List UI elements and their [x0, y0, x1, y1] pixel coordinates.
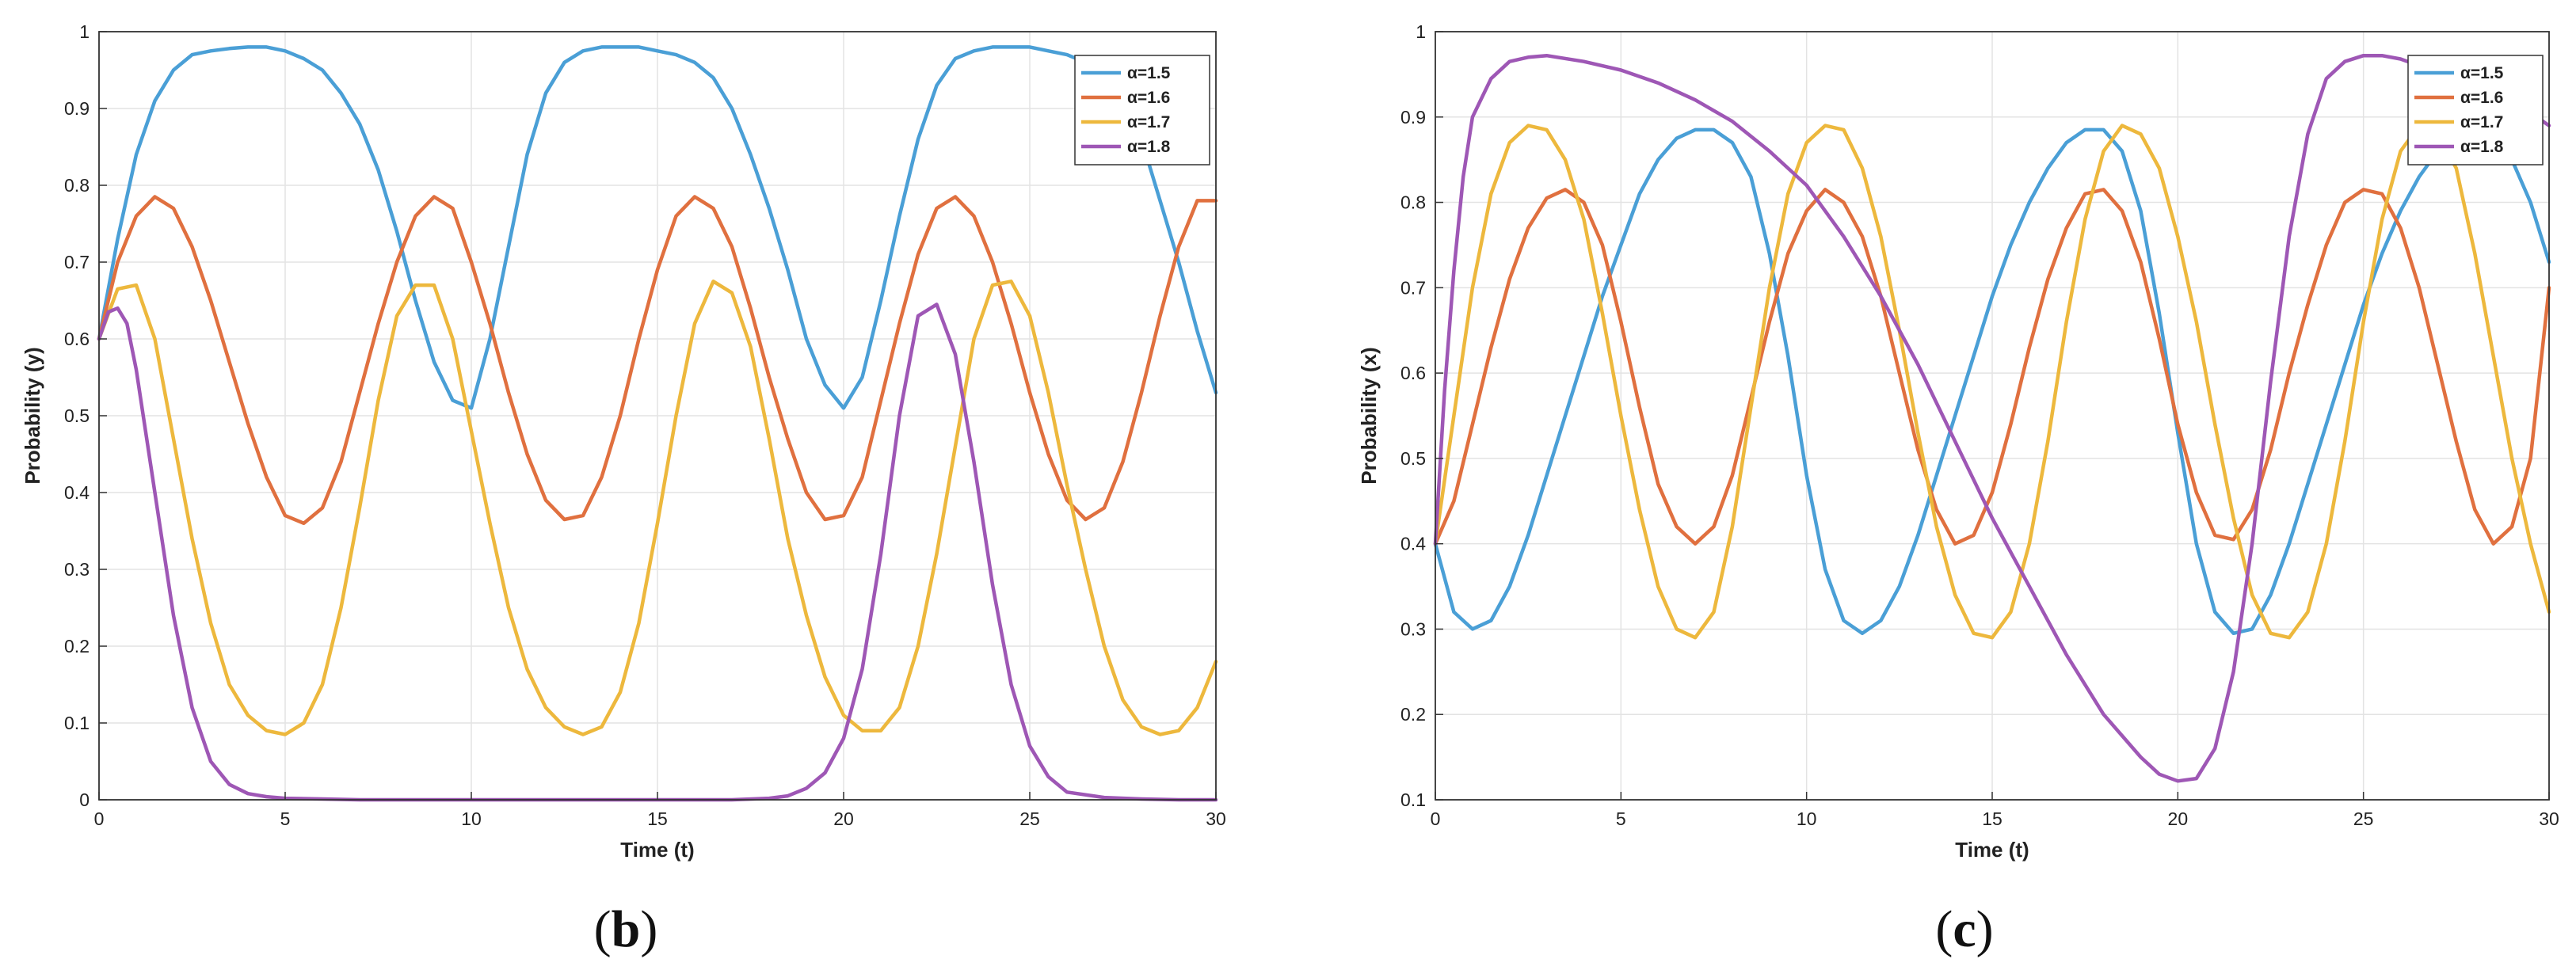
series-line-2: [1433, 188, 2551, 546]
x-tick-label: 15: [1982, 808, 2002, 829]
legend-label: α=1.7: [2460, 113, 2503, 131]
x-tick-label: 10: [1797, 808, 1817, 829]
legend-label: α=1.7: [1127, 113, 1170, 131]
y-tick-label: 0.6: [64, 329, 90, 349]
y-tick-label: 1: [79, 21, 90, 42]
panel-label: (c): [1935, 900, 1993, 958]
x-tick-label: 25: [2353, 808, 2374, 829]
legend-label: α=1.5: [1127, 64, 1171, 82]
legend: α=1.5 α=1.6 α=1.7 α=1.8: [2407, 55, 2544, 166]
series-line-1: [97, 45, 1218, 410]
y-tick-label: 0.3: [64, 559, 90, 580]
x-tick-label: 5: [1616, 808, 1626, 829]
series-line-4: [1433, 53, 2551, 783]
legend-label: α=1.6: [2460, 89, 2503, 107]
series-line-1: [1433, 127, 2551, 636]
x-axis-label: Time (t): [1955, 838, 2029, 862]
y-tick-label: 0.3: [1400, 618, 1426, 639]
chart-panel-b: 0 5 10 15 20 25 30 0 0.1 0.2 0.3 0.4 0.5 0.6 0.7 0.8 0.9…: [21, 21, 1226, 958]
series-line-3: [1433, 124, 2551, 640]
y-tick-label: 0.4: [64, 482, 90, 503]
x-tick-label: 20: [2168, 808, 2189, 829]
y-tick-label: 0.9: [64, 98, 90, 119]
y-tick-label: 1: [1416, 21, 1426, 42]
y-tick-label: 0.8: [64, 175, 90, 196]
x-tick-label: 0: [1431, 808, 1441, 829]
series-line-3: [97, 280, 1218, 736]
x-tick-label: 10: [461, 808, 482, 829]
y-tick-label: 0.5: [64, 405, 90, 426]
y-axis-label: Probability (y): [21, 347, 44, 484]
y-tick-label: 0.2: [64, 636, 90, 656]
y-tick-label: 0.2: [1400, 704, 1426, 725]
y-axis-label: Probability (x): [1357, 347, 1381, 484]
legend: α=1.5 α=1.6 α=1.7 α=1.8: [1074, 55, 1210, 166]
x-tick-label: 20: [833, 808, 854, 829]
y-tick-label: 0.7: [1400, 277, 1426, 298]
y-tick-label: 0.5: [1400, 448, 1426, 469]
x-tick-label: 0: [94, 808, 105, 829]
x-tick-label: 30: [1206, 808, 1226, 829]
x-tick-label: 5: [280, 808, 291, 829]
legend-label: α=1.5: [2460, 64, 2504, 82]
x-tick-label: 30: [2539, 808, 2559, 829]
y-tick-label: 0.4: [1400, 534, 1426, 554]
y-tick-label: 0.8: [1400, 192, 1426, 213]
legend-label: α=1.6: [1127, 89, 1170, 107]
legend-label: α=1.8: [2460, 138, 2504, 156]
x-tick-label: 15: [647, 808, 668, 829]
x-axis-label: Time (t): [620, 838, 694, 862]
y-tick-label: 0.1: [64, 713, 90, 733]
x-tick-label: 25: [1019, 808, 1040, 829]
series-line-2: [97, 195, 1218, 526]
y-tick-label: 0.7: [64, 252, 90, 272]
panel-label: (b): [594, 900, 658, 958]
y-tick-label: 0.1: [1400, 789, 1426, 810]
legend-label: α=1.8: [1127, 138, 1171, 156]
y-tick-label: 0.6: [1400, 363, 1426, 383]
chart-panel-c: 0 5 10 15 20 25 30 0.1 0.2 0.3 0.4 0.5 0.6 0.7 0.8 0.9 1…: [1357, 21, 2559, 958]
y-tick-label: 0: [79, 789, 90, 810]
y-tick-label: 0.9: [1400, 107, 1426, 127]
